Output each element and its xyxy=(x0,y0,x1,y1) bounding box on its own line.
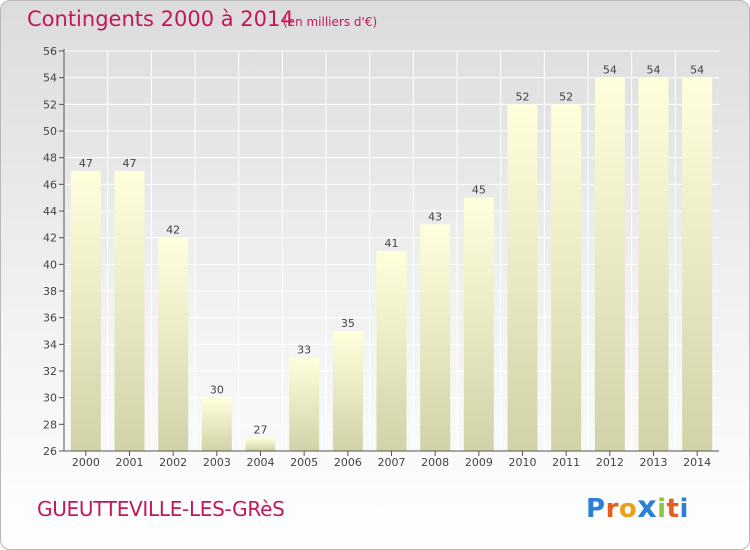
bar-2008 xyxy=(420,224,451,451)
bar-2011 xyxy=(551,104,582,451)
bar-2003 xyxy=(201,397,232,451)
axes xyxy=(59,49,719,456)
x-tick-label: 2000 xyxy=(72,456,100,469)
y-tick-label: 54 xyxy=(43,72,57,85)
x-tick-label: 2001 xyxy=(116,456,144,469)
proxiti-logo: Proxiti xyxy=(586,490,689,525)
x-tick-label: 2008 xyxy=(421,456,449,469)
bar-2009 xyxy=(463,197,494,451)
x-tick-label: 2011 xyxy=(552,456,580,469)
x-tick-label: 2009 xyxy=(465,456,493,469)
bar-2006 xyxy=(332,331,363,451)
y-tick-label: 46 xyxy=(43,178,57,191)
x-tick-label: 2005 xyxy=(290,456,318,469)
bars xyxy=(70,77,713,452)
x-tick-label: 2013 xyxy=(640,456,668,469)
y-tick-label: 26 xyxy=(43,445,57,458)
y-tick-label: 48 xyxy=(43,152,57,165)
bar-2010 xyxy=(507,104,538,451)
logo-letter: P xyxy=(586,494,606,524)
x-tick-label: 2012 xyxy=(596,456,624,469)
bar-value-label: 27 xyxy=(254,424,268,437)
bar-value-label: 35 xyxy=(341,317,355,330)
location-name: GUEUTTEVILLE-LES-GRèS xyxy=(37,497,285,521)
y-tick-label: 56 xyxy=(43,45,57,58)
bar-value-label: 54 xyxy=(690,64,704,77)
bar-value-label: 54 xyxy=(647,64,661,77)
bar-2012 xyxy=(594,77,625,452)
logo-letter: i xyxy=(679,494,689,524)
x-tick-label: 2007 xyxy=(378,456,406,469)
y-tick-label: 32 xyxy=(43,365,57,378)
bar-value-label: 45 xyxy=(472,184,486,197)
x-tick-label: 2002 xyxy=(159,456,187,469)
y-tick-label: 36 xyxy=(43,312,57,325)
bar-2000 xyxy=(70,171,101,451)
x-tick-label: 2004 xyxy=(247,456,275,469)
bar-value-label: 42 xyxy=(166,224,180,237)
bar-2001 xyxy=(114,171,145,451)
bar-value-label: 30 xyxy=(210,384,224,397)
bar-value-label: 47 xyxy=(123,157,137,170)
logo-letter: i xyxy=(657,494,667,524)
logo-letter: t xyxy=(666,494,680,524)
bar-2004 xyxy=(245,437,276,451)
bar-value-label: 33 xyxy=(297,344,311,357)
chart-title: Contingents 2000 à 2014 xyxy=(27,7,294,31)
x-tick-label: 2014 xyxy=(683,456,711,469)
y-tick-label: 52 xyxy=(43,98,57,111)
y-tick-label: 50 xyxy=(43,125,57,138)
x-tick-label: 2006 xyxy=(334,456,362,469)
logo-letter: r xyxy=(605,494,619,524)
chart-subtitle: (en milliers d'€) xyxy=(283,15,378,29)
y-tick-label: 42 xyxy=(43,232,57,245)
bar-value-label: 54 xyxy=(603,64,617,77)
bar-2014 xyxy=(682,77,713,452)
y-tick-label: 34 xyxy=(43,338,57,351)
logo-letter: o xyxy=(618,494,638,524)
x-tick-label: 2003 xyxy=(203,456,231,469)
y-tick-label: 28 xyxy=(43,418,57,431)
y-tick-label: 44 xyxy=(43,205,57,218)
bar-2005 xyxy=(289,357,320,451)
logo-letter: x xyxy=(637,490,658,525)
bar-2007 xyxy=(376,251,407,451)
bar-value-label: 41 xyxy=(385,237,399,250)
bar-value-label: 43 xyxy=(428,210,442,223)
y-tick-label: 38 xyxy=(43,285,57,298)
bar-2002 xyxy=(158,237,189,451)
bar-value-label: 52 xyxy=(559,90,573,103)
y-tick-label: 40 xyxy=(43,258,57,271)
x-tick-label: 2010 xyxy=(509,456,537,469)
labels: 26 28 30 32 34 36 38 40 42 44 46 48 50 52 54 56 47 2000 47… xyxy=(43,45,711,469)
bar-value-label: 52 xyxy=(516,90,530,103)
y-tick-label: 30 xyxy=(43,392,57,405)
bar-value-label: 47 xyxy=(79,157,93,170)
bar-2013 xyxy=(638,77,669,452)
